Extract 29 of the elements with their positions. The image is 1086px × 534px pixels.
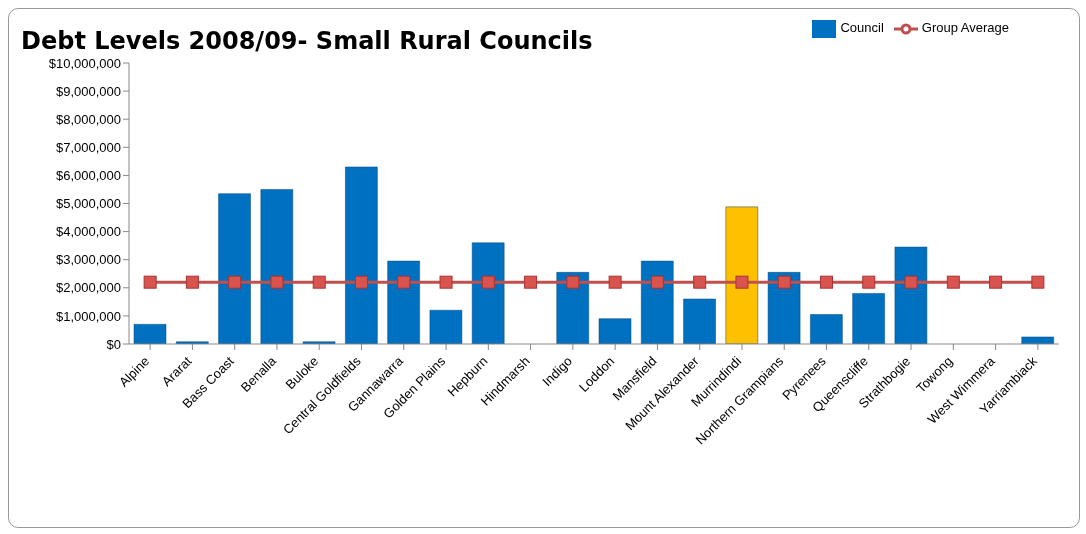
chart-title: Debt Levels 2008/09- Small Rural Councils — [21, 27, 593, 55]
y-tick-label: $8,000,000 — [55, 111, 121, 127]
bar — [218, 193, 251, 344]
bar — [641, 260, 674, 344]
bar — [387, 260, 420, 344]
legend-label: Council — [840, 20, 884, 36]
y-tick-label: $1,000,000 — [55, 308, 121, 324]
y-tick-label: $10,000,000 — [48, 55, 121, 71]
bar — [598, 318, 632, 344]
y-tick-label: $5,000,000 — [55, 196, 121, 212]
y-tick-label: $7,000,000 — [55, 139, 121, 155]
bar — [133, 324, 167, 344]
bar — [471, 242, 505, 344]
bar — [852, 293, 885, 344]
y-tick-label: $9,000,000 — [55, 83, 121, 99]
y-tick-label: $6,000,000 — [55, 168, 121, 184]
bar — [345, 166, 378, 344]
bar — [683, 298, 716, 344]
bar — [725, 206, 759, 344]
bar — [1021, 336, 1054, 344]
y-tick-label: $3,000,000 — [55, 252, 121, 268]
y-tick-label: $4,000,000 — [55, 224, 121, 240]
bar — [894, 246, 928, 344]
bar — [810, 314, 843, 344]
y-tick-label: $2,000,000 — [55, 280, 121, 296]
y-tick-label: $0 — [106, 336, 121, 352]
bar — [260, 189, 294, 344]
legend-label: Group Average — [921, 20, 1009, 36]
bar — [429, 310, 463, 344]
